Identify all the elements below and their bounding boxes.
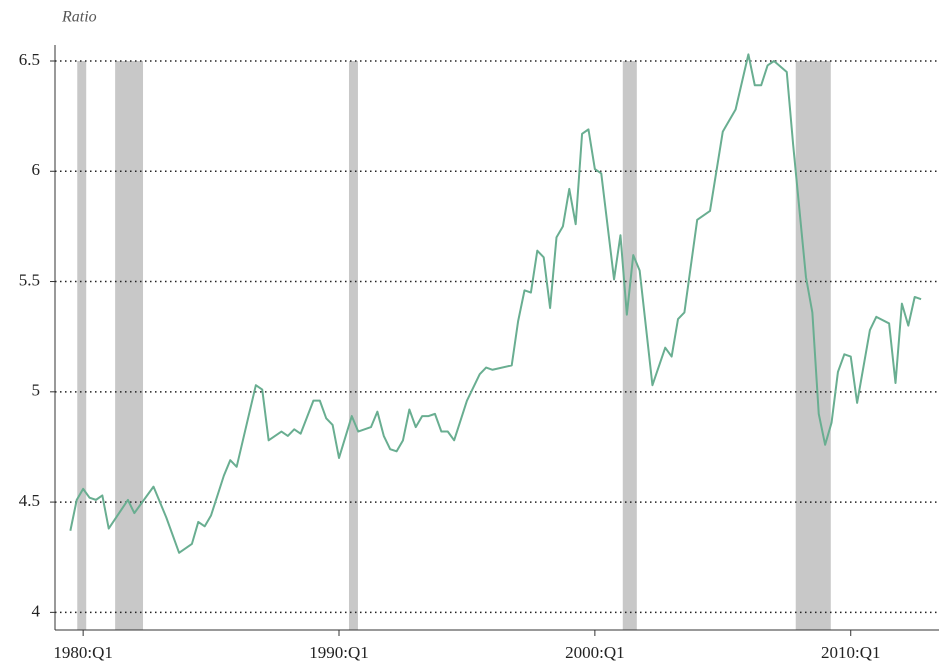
- recession-band: [795, 61, 831, 630]
- recession-band: [77, 61, 87, 630]
- recession-band: [348, 61, 358, 630]
- y-tick-label: 4: [32, 601, 41, 620]
- recession-band: [115, 61, 144, 630]
- y-tick-label: 6.5: [19, 50, 40, 69]
- x-tick-label: 1990:Q1: [309, 643, 369, 662]
- y-tick-label: 4.5: [19, 491, 40, 510]
- y-tick-label: 5.5: [19, 270, 40, 289]
- y-tick-label: 5: [32, 381, 41, 400]
- x-tick-label: 2010:Q1: [821, 643, 881, 662]
- recession-band: [622, 61, 637, 630]
- x-tick-label: 1980:Q1: [53, 643, 113, 662]
- y-tick-label: 6: [32, 160, 41, 179]
- y-axis-label: Ratio: [61, 9, 97, 26]
- series-line: [69, 53, 922, 554]
- x-tick-label: 2000:Q1: [565, 643, 625, 662]
